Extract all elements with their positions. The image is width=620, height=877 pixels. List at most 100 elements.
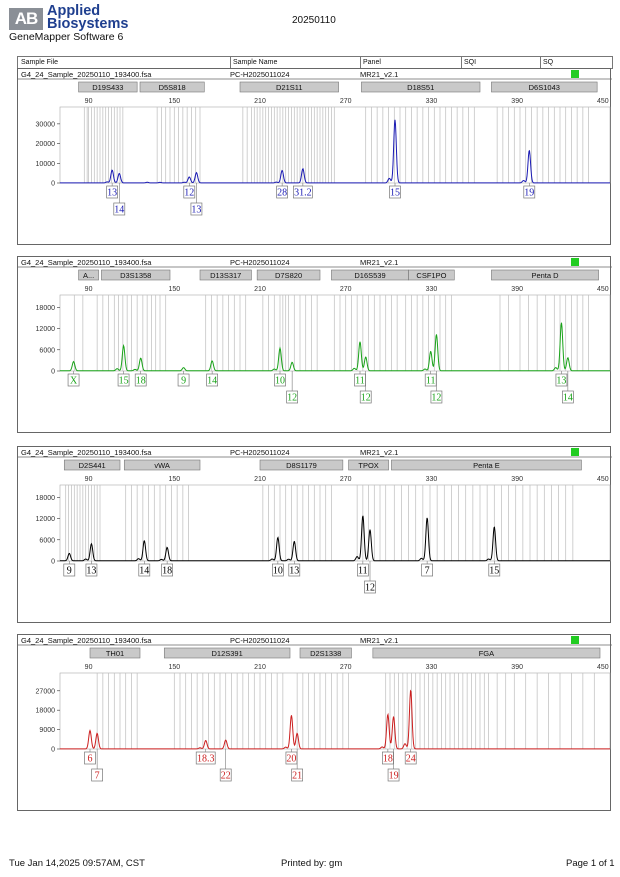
y-tick-label: 12000	[36, 326, 56, 333]
marker-box	[408, 269, 455, 281]
x-tick-label: 150	[168, 664, 180, 671]
x-tick-label: 270	[340, 476, 352, 483]
sq-status-indicator	[571, 70, 579, 78]
panel-sample-file: G4_24_Sample_20250110_193400.fsa	[21, 70, 152, 79]
allele-call-label: 13	[556, 376, 566, 387]
brand-name: Applied Biosystems	[47, 4, 129, 32]
allele-call-box	[293, 185, 313, 199]
x-tick-label: 330	[426, 664, 438, 671]
panel-sample-name: PC-H2025011024	[230, 70, 290, 79]
marker-label: D19S433	[92, 83, 123, 92]
marker-box	[348, 459, 389, 471]
marker-label: Penta E	[473, 461, 500, 470]
chart-svg-green: G4_24_Sample_20250110_193400.fsa PC-H2025…	[18, 258, 612, 404]
panel-sample-file: G4_24_Sample_20250110_193400.fsa	[21, 636, 152, 645]
marker-label: TH01	[106, 649, 124, 658]
marker-box	[199, 269, 252, 281]
allele-call-box	[523, 185, 536, 199]
allele-call-label: 31.2	[294, 188, 312, 199]
allele-call-label: 15	[489, 566, 499, 577]
allele-call-box	[183, 185, 196, 199]
allele-call-label: 19	[389, 771, 399, 782]
marker-box	[139, 81, 205, 93]
marker-box	[101, 269, 171, 281]
allele-call-box	[421, 563, 433, 577]
x-tick-label: 150	[168, 286, 180, 293]
y-tick-label: 0	[51, 369, 55, 376]
y-tick-label: 0	[51, 181, 55, 188]
allele-call-box	[562, 390, 574, 404]
allele-call-label: 13	[289, 566, 299, 577]
allele-call-box	[274, 373, 286, 387]
panel-sample-name: PC-H2025011024	[230, 258, 290, 267]
x-tick-label: 90	[85, 98, 93, 105]
marker-box	[123, 459, 201, 471]
allele-call-label: 21	[292, 771, 302, 782]
brand-line-2: Biosystems	[47, 16, 129, 32]
allele-call-label: 12	[184, 188, 194, 199]
panel-sample-file: G4_24_Sample_20250110_193400.fsa	[21, 448, 152, 457]
allele-call-box	[190, 202, 203, 216]
x-tick-label: 450	[597, 98, 609, 105]
x-tick-label: 210	[254, 476, 266, 483]
marker-box	[163, 647, 291, 659]
report-date: 20250110	[292, 15, 336, 26]
electropherogram-panel-black: G4_24_Sample_20250110_193400.fsa PC-H2025…	[17, 446, 612, 623]
x-tick-label: 450	[597, 664, 609, 671]
allele-call-box	[404, 751, 417, 765]
plot-frame	[59, 294, 611, 372]
allele-call-box	[113, 202, 126, 216]
allele-call-label: 9	[67, 566, 72, 577]
y-tick-label: 30000	[36, 121, 56, 128]
marker-label: CSF1PO	[416, 271, 446, 280]
allele-call-box	[286, 390, 298, 404]
allele-call-label: 13	[107, 188, 117, 199]
signal-trace-green	[60, 322, 610, 372]
allele-call-label: 14	[563, 393, 573, 404]
allele-call-label: 10	[273, 566, 283, 577]
allele-call-label: 18	[162, 566, 172, 577]
y-tick-label: 9000	[39, 727, 55, 734]
marker-label: Penta D	[531, 271, 559, 280]
ab-logo-mark: AB	[9, 8, 43, 30]
marker-box	[78, 269, 99, 281]
y-tick-label: 18000	[36, 495, 56, 502]
allele-call-box	[63, 563, 76, 577]
marker-label: D21S11	[276, 83, 303, 92]
allele-call-box	[387, 768, 400, 782]
chart-svg-blue: G4_24_Sample_20250110_193400.fsa PC-H2025…	[18, 70, 612, 216]
y-tick-label: 20000	[36, 141, 56, 148]
marker-label: TPOX	[358, 461, 378, 470]
allele-call-box	[67, 373, 80, 387]
marker-box	[89, 647, 141, 659]
allele-call-box	[219, 768, 232, 782]
x-tick-label: 90	[85, 664, 93, 671]
panel-sample-file: G4_24_Sample_20250110_193400.fsa	[21, 258, 152, 267]
allele-call-label: 19	[524, 188, 534, 199]
x-tick-label: 390	[511, 476, 523, 483]
allele-call-box	[288, 563, 301, 577]
allele-call-label: 12	[361, 393, 371, 404]
allele-call-box	[138, 563, 151, 577]
signal-trace-red	[60, 689, 610, 750]
x-tick-label: 90	[85, 286, 93, 293]
marker-box	[259, 459, 344, 471]
x-tick-label: 90	[85, 476, 93, 483]
x-tick-label: 210	[254, 286, 266, 293]
allele-call-label: 6	[88, 754, 93, 765]
allele-call-label: 13	[191, 205, 201, 216]
allele-call-label: 12	[431, 393, 441, 404]
x-tick-label: 270	[340, 664, 352, 671]
x-tick-label: 150	[168, 476, 180, 483]
marker-label: D6S1043	[529, 83, 560, 92]
y-tick-label: 12000	[36, 516, 56, 523]
allele-call-label: 15	[119, 376, 129, 387]
allele-call-label: 20	[286, 754, 296, 765]
marker-label: D5S818	[159, 83, 186, 92]
sq-status-indicator	[571, 636, 579, 644]
col-panel: Panel	[360, 57, 381, 68]
marker-box	[361, 81, 481, 93]
allele-call-box	[134, 373, 147, 387]
allele-call-box	[357, 563, 369, 577]
plot-frame	[59, 672, 611, 750]
